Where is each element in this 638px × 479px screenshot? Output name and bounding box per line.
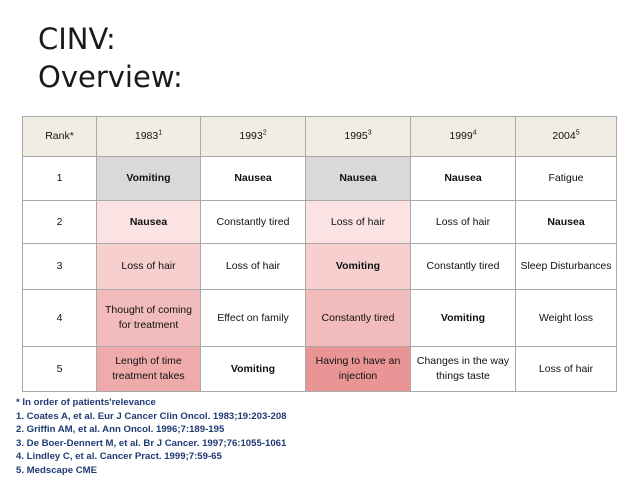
table-row: 4 Thought of coming for treatment Effect… bbox=[22, 289, 617, 347]
table-cell: Loss of hair bbox=[200, 243, 306, 290]
table-cell: Having to have an injection bbox=[305, 346, 411, 392]
table-cell: Loss of hair bbox=[96, 243, 201, 290]
cinv-rank-table: Rank* 19831 19932 19953 19994 20045 1 Vo… bbox=[22, 116, 617, 392]
table-row: 1 Vomiting Nausea Nausea Nausea Fatigue bbox=[22, 156, 617, 201]
rank-cell: 1 bbox=[22, 156, 97, 201]
table-cell: Constantly tired bbox=[410, 243, 516, 290]
header-1983: 19831 bbox=[96, 116, 201, 157]
footnote-ref-3: 3. De Boer-Dennert M, et al. Br J Cancer… bbox=[16, 437, 287, 449]
table-cell: Loss of hair bbox=[305, 200, 411, 244]
table-cell: Nausea bbox=[410, 156, 516, 201]
table-cell: Loss of hair bbox=[515, 346, 617, 392]
table-cell: Thought of coming for treatment bbox=[96, 289, 201, 347]
table-cell: Changes in the way things taste bbox=[410, 346, 516, 392]
table-cell: Sleep Disturbances bbox=[515, 243, 617, 290]
footnotes: * In order of patients'relevance 1. Coat… bbox=[16, 396, 287, 478]
table-cell: Vomiting bbox=[96, 156, 201, 201]
table-cell: Effect on family bbox=[200, 289, 306, 347]
table-row: 3 Loss of hair Loss of hair Vomiting Con… bbox=[22, 243, 617, 290]
rank-cell: 2 bbox=[22, 200, 97, 244]
header-2004: 20045 bbox=[515, 116, 617, 157]
table-cell: Vomiting bbox=[410, 289, 516, 347]
table-cell: Constantly tired bbox=[200, 200, 306, 244]
header-1993: 19932 bbox=[200, 116, 306, 157]
footnote-ref-5: 5. Medscape CME bbox=[16, 464, 98, 476]
header-1999: 19994 bbox=[410, 116, 516, 157]
rank-cell: 3 bbox=[22, 243, 97, 290]
header-rank: Rank* bbox=[22, 116, 97, 157]
table-cell: Length of time treatment takes bbox=[96, 346, 201, 392]
table-cell: Nausea bbox=[96, 200, 201, 244]
table-cell: Nausea bbox=[305, 156, 411, 201]
table-row: 2 Nausea Constantly tired Loss of hair L… bbox=[22, 200, 617, 244]
title-line-2: Overview: bbox=[38, 60, 183, 94]
footnote-ref-2: 2. Griffin AM, et al. Ann Oncol. 1996;7:… bbox=[16, 424, 225, 436]
table-header-row: Rank* 19831 19932 19953 19994 20045 bbox=[22, 116, 617, 157]
table-row: 5 Length of time treatment takes Vomitin… bbox=[22, 346, 617, 392]
table-cell: Nausea bbox=[515, 200, 617, 244]
slide-title: CINV: Overview: bbox=[38, 20, 183, 96]
rank-cell: 5 bbox=[22, 346, 97, 392]
title-line-1: CINV: bbox=[38, 22, 116, 56]
table-cell: Constantly tired bbox=[305, 289, 411, 347]
header-1995: 19953 bbox=[305, 116, 411, 157]
table-cell: Vomiting bbox=[305, 243, 411, 290]
table-cell: Weight loss bbox=[515, 289, 617, 347]
rank-cell: 4 bbox=[22, 289, 97, 347]
footnote-ref-1: 1. Coates A, et al. Eur J Cancer Clin On… bbox=[16, 410, 287, 422]
table-cell: Nausea bbox=[200, 156, 306, 201]
footnote-ref-4: 4. Lindley C, et al. Cancer Pract. 1999;… bbox=[16, 451, 222, 463]
table-cell: Loss of hair bbox=[410, 200, 516, 244]
table-cell: Fatigue bbox=[515, 156, 617, 201]
table-cell: Vomiting bbox=[200, 346, 306, 392]
footnote-relevance: * In order of patients'relevance bbox=[16, 397, 156, 408]
